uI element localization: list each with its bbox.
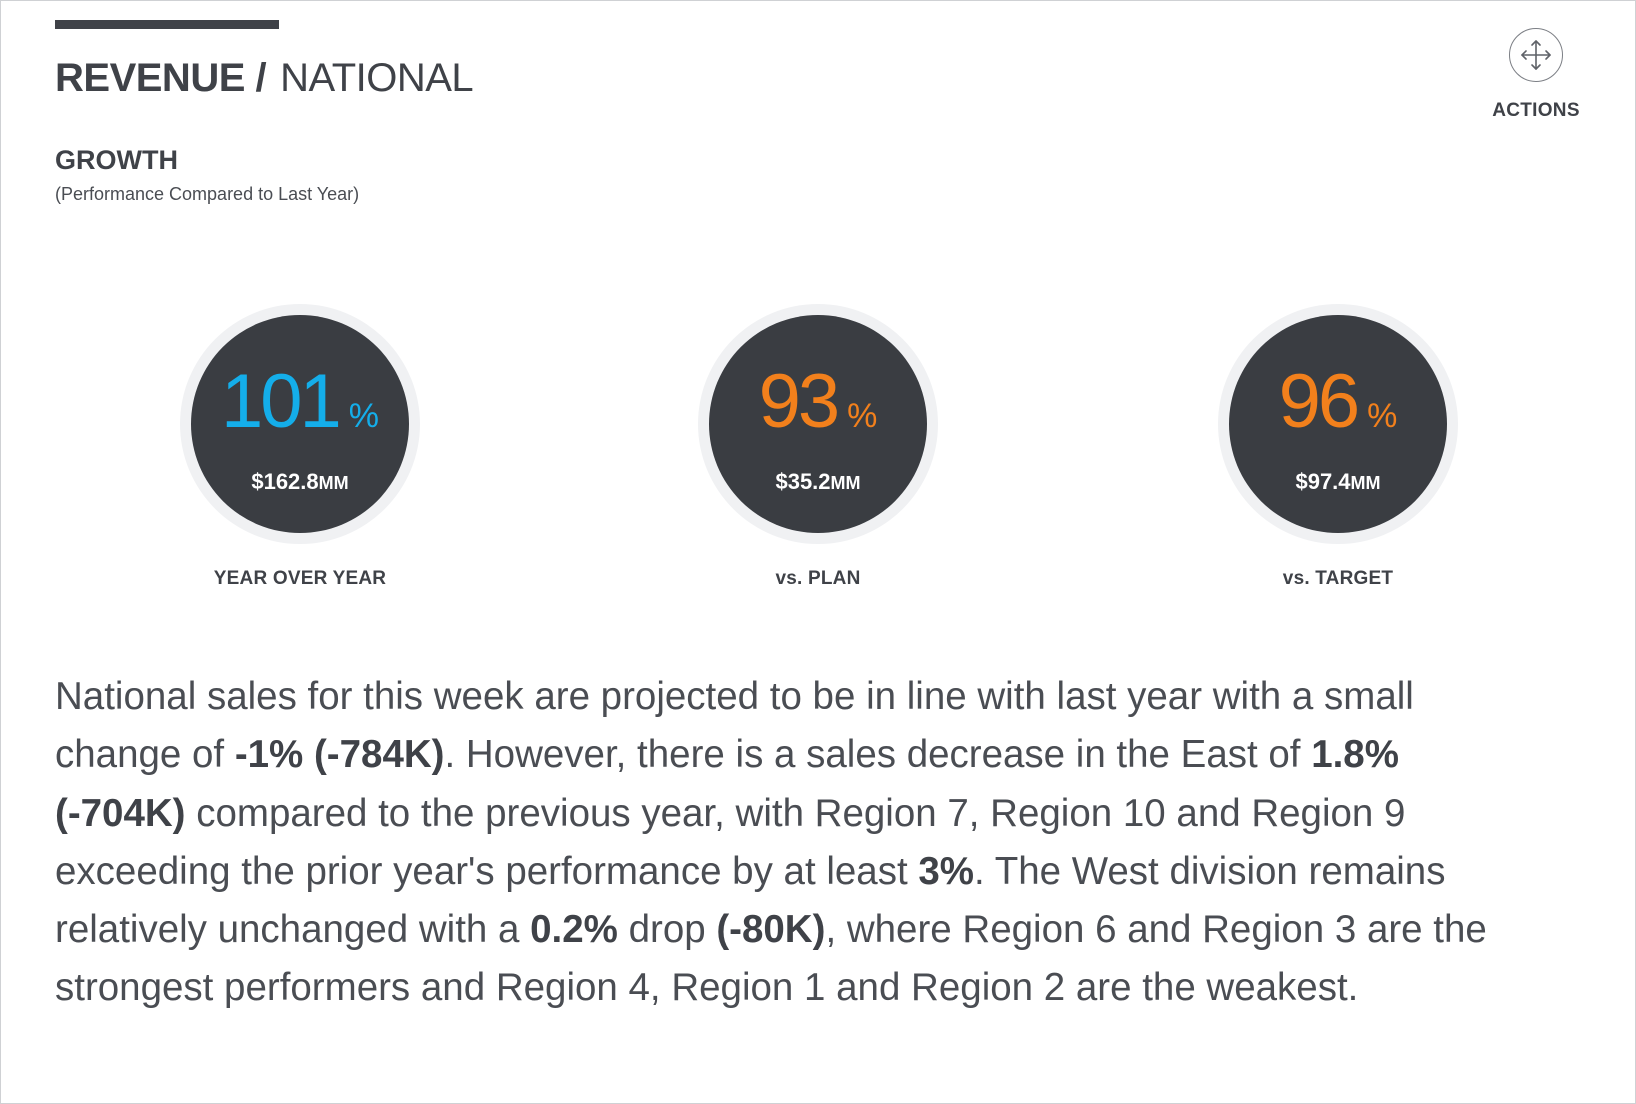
actions-button[interactable]	[1509, 28, 1563, 82]
metric-amount-unit: MM	[830, 472, 861, 493]
narrative-text: compared to the previous year, with Regi…	[55, 791, 1406, 893]
metric-amount-value: $97.4	[1295, 468, 1351, 494]
metric-amount: $97.4MM	[1295, 469, 1380, 495]
metric-label: YEAR OVER YEAR	[213, 568, 387, 589]
metric-disc: 96% $97.4MM	[1229, 315, 1447, 533]
metric-ring: 96% $97.4MM	[1218, 304, 1458, 544]
metric-percent-value: 93	[758, 358, 841, 444]
narrative-highlight: 0.2%	[530, 908, 618, 952]
title-revenue: REVENUE /	[55, 56, 267, 100]
accent-bar	[55, 20, 279, 29]
metric-year-over-year: 101% $162.8MM YEAR OVER YEAR	[150, 304, 450, 590]
narrative-highlight: -1% (-784K)	[234, 733, 445, 777]
narrative-highlight: (-80K)	[716, 908, 826, 952]
metric-ring: 93% $35.2MM	[698, 304, 938, 544]
narrative-summary: National sales for this week are project…	[55, 668, 1495, 1018]
metric-percent-sign: %	[1367, 396, 1398, 435]
narrative-highlight: 3%	[918, 849, 975, 893]
metric-amount-value: $162.8	[251, 468, 319, 494]
metric-label: vs. PLAN	[775, 568, 861, 589]
metric-percent: 93%	[759, 363, 878, 461]
narrative-text: . The West division remains relatively u…	[55, 849, 1446, 952]
move-arrows-icon	[1521, 40, 1551, 70]
metric-disc: 93% $35.2MM	[709, 315, 927, 533]
narrative-text: drop	[617, 908, 717, 952]
metric-percent-sign: %	[847, 396, 878, 435]
metric-disc: 101% $162.8MM	[191, 315, 409, 533]
narrative-text: National sales for this week are project…	[55, 675, 1414, 777]
section-subtitle: (Performance Compared to Last Year)	[55, 184, 360, 204]
narrative-text: . However, there is a sales decrease in …	[444, 733, 1312, 777]
actions-label[interactable]: ACTIONS	[1492, 100, 1580, 121]
section-title: GROWTH	[55, 145, 178, 175]
metric-ring: 101% $162.8MM	[180, 304, 420, 544]
metric-amount: $162.8MM	[251, 469, 348, 495]
metric-percent: 101%	[221, 363, 380, 461]
metric-vs-plan: 93% $35.2MM vs. PLAN	[668, 304, 968, 590]
metric-percent-value: 96	[1278, 358, 1361, 444]
metric-amount: $35.2MM	[775, 469, 860, 495]
metric-percent-sign: %	[348, 396, 380, 435]
metric-amount-value: $35.2	[775, 468, 831, 494]
actions-control[interactable]: ACTIONS	[1480, 28, 1592, 122]
page-title: REVENUE / NATIONAL	[55, 54, 474, 102]
title-national: NATIONAL	[280, 56, 474, 100]
metric-percent-value: 101	[220, 358, 342, 444]
narrative-text: , where Region 6 and Region 3 are the st…	[55, 908, 1487, 1010]
metric-amount-unit: MM	[1350, 472, 1381, 493]
metric-amount-unit: MM	[318, 472, 349, 493]
metric-vs-target: 96% $97.4MM vs. TARGET	[1188, 304, 1488, 590]
metric-label: vs. TARGET	[1282, 568, 1394, 589]
metric-percent: 96%	[1279, 363, 1398, 461]
narrative-highlight: 1.8% (-704K)	[55, 733, 1399, 835]
